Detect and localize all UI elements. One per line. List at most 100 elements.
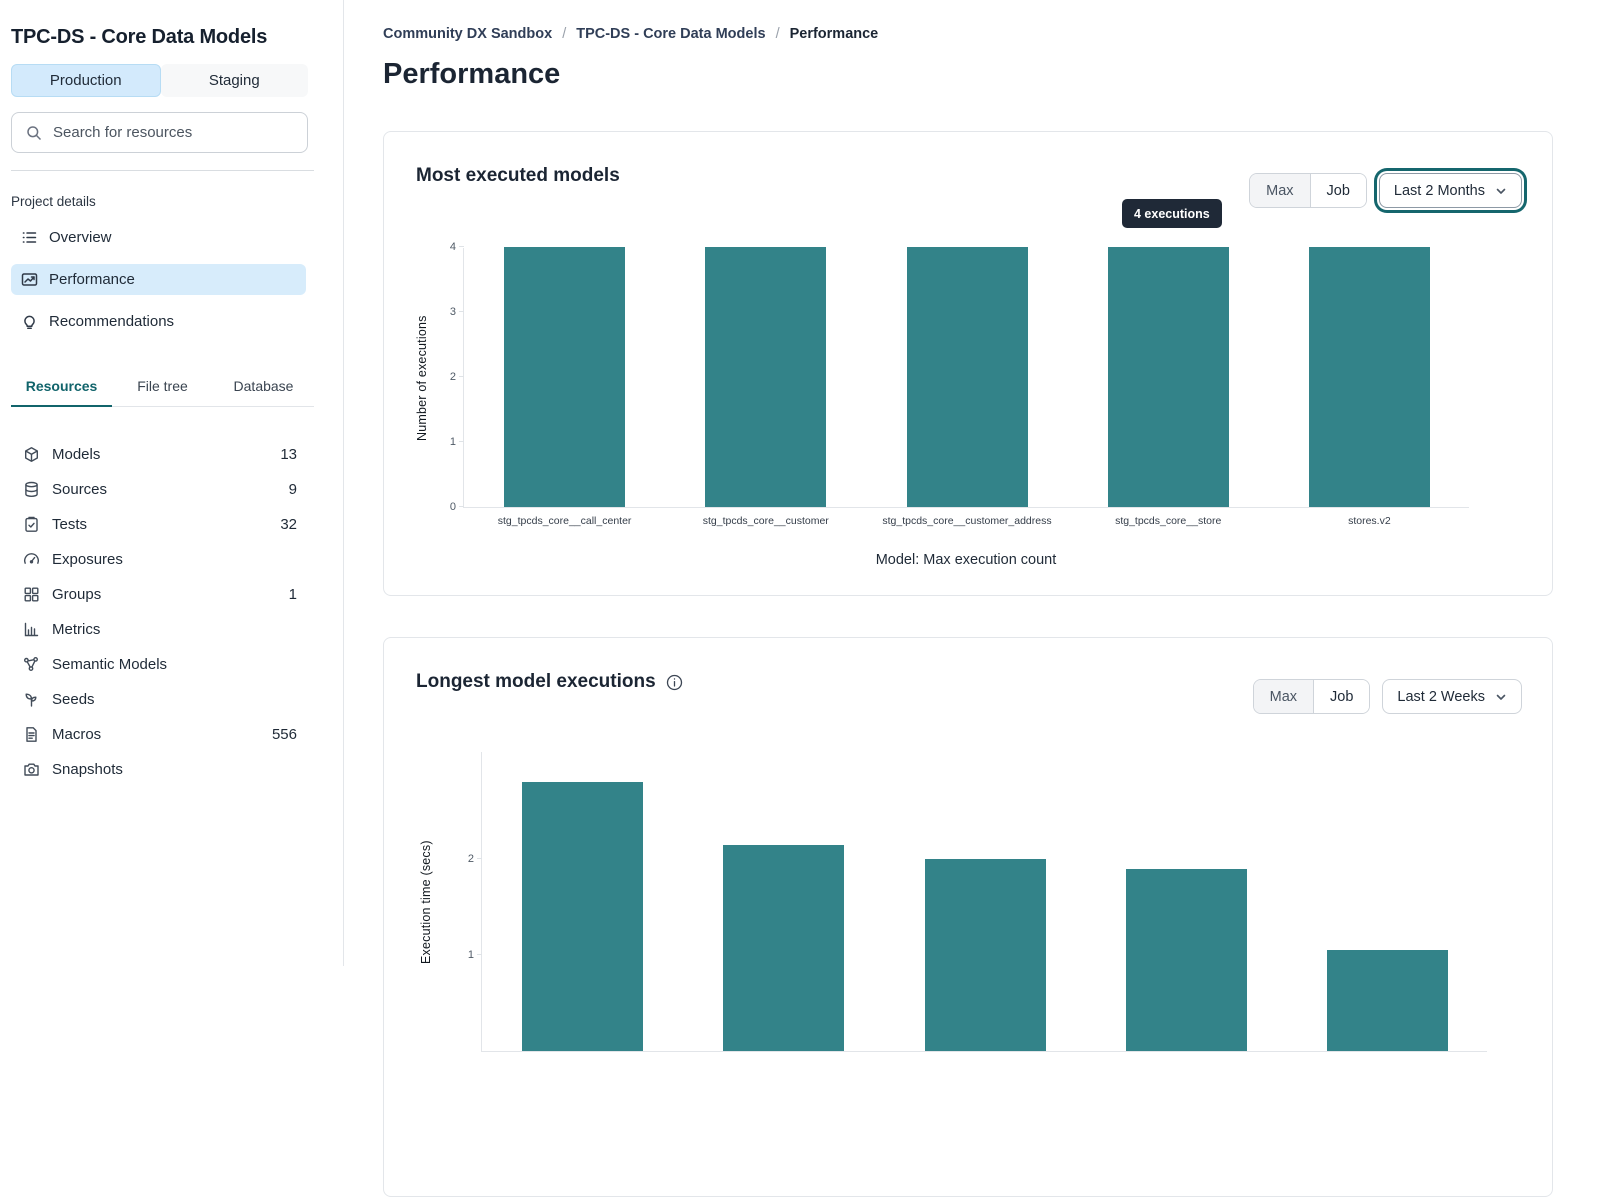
sidebar-item-label: Recommendations xyxy=(49,313,175,330)
card-title: Most executed models xyxy=(416,165,620,186)
tab-staging[interactable]: Staging xyxy=(160,64,308,97)
breadcrumb-item-project[interactable]: TPC-DS - Core Data Models xyxy=(576,26,766,42)
time-range-value: Last 2 Weeks xyxy=(1397,688,1485,705)
gauge-icon xyxy=(23,551,40,568)
chevron-down-icon xyxy=(1495,185,1507,197)
project-title: TPC-DS - Core Data Models xyxy=(11,26,268,48)
resource-label: Metrics xyxy=(52,621,101,638)
y-axis-label: Number of executions xyxy=(415,315,429,441)
bar-stg_tpcds_core__customer[interactable] xyxy=(705,247,827,507)
longest-model-executions-card: Longest model executions Max Job Last 2 … xyxy=(383,637,1553,1197)
sidebar-item-overview[interactable]: Overview xyxy=(11,222,306,253)
search-icon xyxy=(26,125,42,141)
y-tick-label: 1 xyxy=(467,949,474,961)
info-icon[interactable] xyxy=(666,674,683,691)
most-executed-models-card: Most executed models Max Job Last 2 Mont… xyxy=(383,131,1553,596)
y-tick-label: 4 xyxy=(449,241,456,253)
project-nav: Overview Performance Recommendations xyxy=(11,222,327,337)
bar-series-1[interactable] xyxy=(723,845,845,1051)
resource-count: 1 xyxy=(288,586,297,603)
breadcrumb: Community DX Sandbox / TPC-DS - Core Dat… xyxy=(383,26,1621,42)
nodes-icon xyxy=(23,656,40,673)
breadcrumb-item-account[interactable]: Community DX Sandbox xyxy=(383,26,553,42)
y-tick-label: 0 xyxy=(449,501,456,513)
file-text-icon xyxy=(23,726,40,743)
camera-icon xyxy=(23,761,40,778)
y-tick-label: 3 xyxy=(449,306,456,318)
resource-label: Seeds xyxy=(52,691,95,708)
bar-series-2[interactable] xyxy=(924,859,1046,1051)
sidebar-item-semantic-models[interactable]: Semantic Models xyxy=(11,647,327,682)
bar-series-4[interactable] xyxy=(1326,950,1448,1051)
clipboard-check-icon xyxy=(23,516,40,533)
x-tick-label: stg_tpcds_core__customer xyxy=(702,515,829,527)
bar-stg_tpcds_core__call_center[interactable] xyxy=(504,247,626,507)
tab-database[interactable]: Database xyxy=(233,378,294,394)
toggle-job-button[interactable]: Job xyxy=(1310,174,1366,207)
resource-label: Snapshots xyxy=(52,761,123,778)
x-tick-label: stores.v2 xyxy=(1348,515,1391,527)
y-tick-mark xyxy=(459,506,464,507)
search-input[interactable]: Search for resources xyxy=(11,112,308,153)
x-tick-label: stg_tpcds_core__customer_address xyxy=(882,515,1052,527)
chart-controls: Max Job Last 2 Months xyxy=(1249,173,1522,208)
tab-file-tree[interactable]: File tree xyxy=(137,378,188,394)
main-content: Community DX Sandbox / TPC-DS - Core Dat… xyxy=(344,0,1621,1197)
y-axis-label: Execution time (secs) xyxy=(419,840,433,964)
seedling-icon xyxy=(23,691,40,708)
sidebar-item-recommendations[interactable]: Recommendations xyxy=(11,306,306,337)
time-range-dropdown[interactable]: Last 2 Months xyxy=(1378,173,1522,208)
sidebar-item-exposures[interactable]: Exposures xyxy=(11,542,327,577)
sidebar-item-tests[interactable]: Tests 32 xyxy=(11,507,327,542)
y-tick-mark xyxy=(459,441,464,442)
bar-series-0[interactable] xyxy=(522,782,644,1051)
lightbulb-icon xyxy=(21,313,38,330)
chevron-down-icon xyxy=(1495,691,1507,703)
sidebar-item-sources[interactable]: Sources 9 xyxy=(11,472,327,507)
y-tick-mark xyxy=(459,311,464,312)
resource-label: Tests xyxy=(52,516,88,533)
max-job-toggle: Max Job xyxy=(1249,173,1367,208)
y-tick-mark xyxy=(477,954,482,955)
resource-label: Groups xyxy=(52,586,102,603)
y-tick-mark xyxy=(459,246,464,247)
toggle-job-button[interactable]: Job xyxy=(1314,680,1370,713)
breadcrumb-separator: / xyxy=(562,26,567,42)
resource-label: Models xyxy=(52,446,101,463)
tab-production[interactable]: Production xyxy=(11,64,161,97)
x-tick-label: stg_tpcds_core__call_center xyxy=(497,515,632,527)
sidebar-item-macros[interactable]: Macros 556 xyxy=(11,717,327,752)
tab-resources[interactable]: Resources xyxy=(11,370,112,407)
sidebar-item-models[interactable]: Models 13 xyxy=(11,437,327,472)
section-label-project-details: Project details xyxy=(11,194,96,209)
resource-label: Macros xyxy=(52,726,102,743)
sidebar: TPC-DS - Core Data Models Production Sta… xyxy=(0,0,344,966)
bar-stg_tpcds_core__customer_address[interactable] xyxy=(906,247,1028,507)
sidebar-item-seeds[interactable]: Seeds xyxy=(11,682,327,717)
divider xyxy=(11,170,314,171)
sidebar-item-groups[interactable]: Groups 1 xyxy=(11,577,327,612)
x-tick-label: stg_tpcds_core__store xyxy=(1115,515,1222,527)
resource-list: Models 13 Sources 9 Tests 32 Exposures xyxy=(11,437,327,787)
chart-tooltip: 4 executions xyxy=(1122,199,1222,228)
sidebar-item-snapshots[interactable]: Snapshots xyxy=(11,752,327,787)
toggle-max-button[interactable]: Max xyxy=(1253,680,1315,713)
resource-count: 556 xyxy=(271,726,297,743)
sidebar-item-label: Performance xyxy=(49,271,135,288)
cube-icon xyxy=(23,446,40,463)
x-axis-title: Model: Max execution count xyxy=(875,552,1057,568)
resource-count: 13 xyxy=(280,446,297,463)
time-range-dropdown[interactable]: Last 2 Weeks xyxy=(1382,679,1522,714)
bar-series-3[interactable] xyxy=(1125,869,1247,1051)
time-range-value: Last 2 Months xyxy=(1393,182,1485,199)
database-icon xyxy=(23,481,40,498)
environment-tabs: Production Staging xyxy=(11,64,308,97)
grid-icon xyxy=(23,586,40,603)
bar-stores.v2[interactable] xyxy=(1308,247,1430,507)
sidebar-item-metrics[interactable]: Metrics xyxy=(11,612,327,647)
toggle-max-button[interactable]: Max xyxy=(1250,174,1311,207)
sidebar-item-performance[interactable]: Performance xyxy=(11,264,306,295)
resource-label: Semantic Models xyxy=(52,656,168,673)
bar-stg_tpcds_core__store[interactable] xyxy=(1107,247,1229,507)
